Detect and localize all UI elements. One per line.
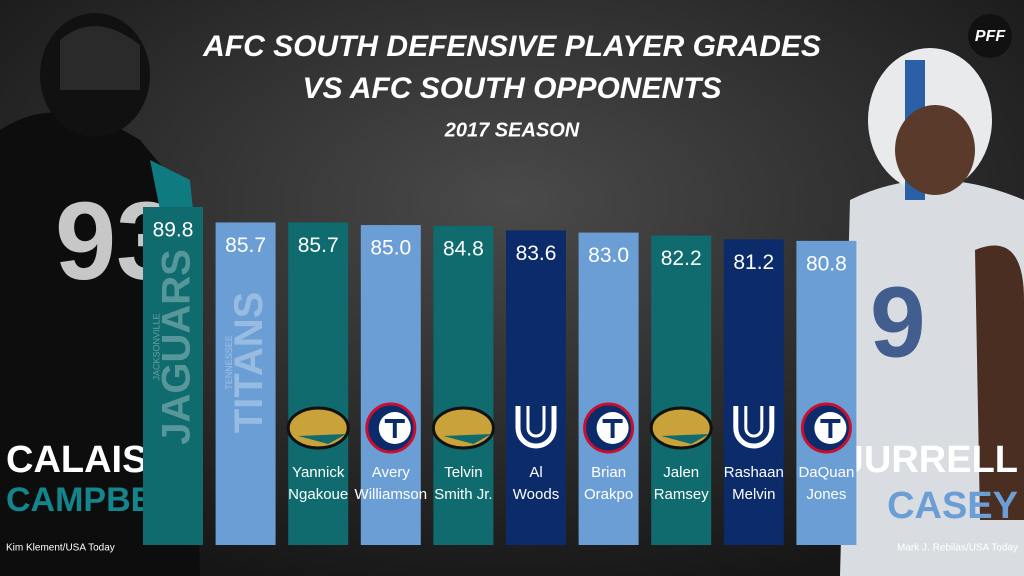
value-label: 83.0 (588, 244, 629, 267)
player-first-name: JURRELL (843, 439, 1018, 481)
value-label: 82.2 (661, 247, 702, 270)
logo-shape (733, 406, 775, 449)
player-name: Williamson (355, 486, 428, 503)
player-name: Brian (591, 464, 626, 481)
team-label: TITANS (227, 292, 271, 433)
team-logo (649, 406, 713, 450)
player-name: Woods (513, 486, 559, 503)
player-name: Jones (806, 486, 846, 503)
value-label: 84.8 (443, 237, 484, 260)
team-label-small: JACKSONVILLE (151, 313, 161, 380)
player-name: Ramsey (654, 486, 710, 503)
bar (433, 225, 494, 546)
value-label: 83.6 (516, 242, 557, 265)
bar (215, 222, 276, 545)
bar (506, 230, 566, 545)
player-name: Rashaan (724, 464, 784, 481)
player-first-name: CALAIS (6, 439, 147, 481)
logo-shape (820, 419, 841, 438)
right-player-photo: 9 (840, 48, 1024, 576)
value-label: 80.8 (806, 252, 847, 275)
logo-shape (744, 406, 764, 438)
bar (143, 207, 203, 545)
player-name: Avery (372, 464, 411, 481)
team-logo (431, 406, 495, 450)
logo-shape (298, 434, 347, 444)
value-label: 81.2 (733, 251, 774, 274)
team-logo (365, 402, 417, 454)
logo-shape (286, 406, 350, 450)
logo-badge (968, 14, 1012, 58)
player-name: Orakpo (584, 486, 633, 503)
logo-shape (431, 406, 495, 450)
player-name: Jalen (663, 464, 699, 481)
player-name: Smith Jr. (434, 486, 492, 503)
logo: PFF (975, 28, 1006, 45)
logo-shape (515, 406, 557, 449)
logo-shape (602, 419, 623, 438)
value-label: 85.0 (370, 237, 411, 260)
svg-text:9: 9 (870, 266, 926, 378)
bar (288, 222, 349, 545)
player-last-name: CASEY (887, 485, 1018, 527)
team-logo (733, 406, 775, 449)
logo-shape (661, 434, 710, 444)
player-name: DaQuan (798, 464, 854, 481)
photo-credit: Kim Klement/USA Today (6, 543, 115, 554)
player-name: Melvin (732, 486, 775, 503)
team-label: JAGUARS (155, 249, 199, 445)
logo-shape (649, 406, 713, 450)
player-name: Yannick (292, 464, 345, 481)
team-label-small: TENNESSEE (224, 335, 234, 390)
bar (796, 240, 857, 545)
logo-shape (526, 406, 546, 438)
bar (651, 235, 712, 546)
bar (723, 239, 784, 546)
team-logo (583, 402, 635, 454)
value-label: 85.7 (225, 234, 266, 257)
subtitle: 2017 SEASON (444, 119, 580, 141)
team-logo (515, 406, 557, 449)
player-name: Ngakoue (288, 486, 348, 503)
team-logo (286, 406, 350, 450)
value-label: 89.8 (153, 219, 194, 242)
logo-shape (443, 434, 492, 444)
title-line: AFC SOUTH DEFENSIVE PLAYER GRADES (202, 30, 821, 63)
bar (578, 232, 639, 545)
photo-credit: Mark J. Rebilas/USA Today (897, 543, 1018, 554)
player-name: Al (529, 464, 542, 481)
value-label: 85.7 (298, 234, 339, 257)
player-name: Telvin (444, 464, 482, 481)
bar (360, 225, 421, 545)
logo-shape (384, 419, 405, 438)
team-logo (800, 402, 852, 454)
title-line: VS AFC SOUTH OPPONENTS (303, 72, 722, 105)
